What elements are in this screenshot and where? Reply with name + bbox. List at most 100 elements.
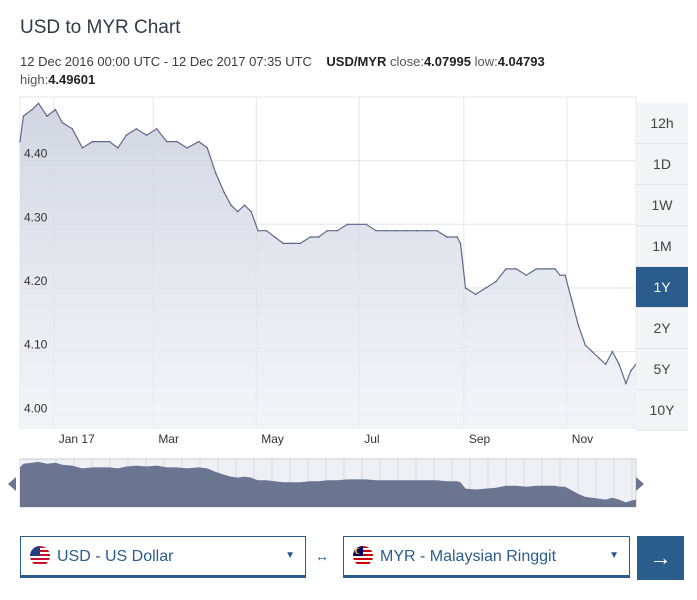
us-flag-icon (30, 546, 50, 566)
period-button-10y[interactable]: 10Y (636, 390, 688, 431)
data-point (375, 229, 377, 232)
period-button-1w[interactable]: 1W (636, 185, 688, 226)
date-range: 12 Dec 2016 00:00 UTC - 12 Dec 2017 07:3… (20, 54, 312, 69)
data-point (446, 236, 448, 238)
data-point (125, 134, 128, 136)
data-point (309, 236, 312, 238)
data-point (317, 236, 320, 238)
data-point (206, 147, 209, 149)
data-point (71, 128, 74, 130)
y-axis: 4.00 4.10 4.20 4.30 4.40 (24, 147, 48, 416)
data-point (584, 344, 587, 347)
y-tick-label: 4.10 (24, 338, 48, 352)
data-point (198, 140, 200, 143)
convert-go-button[interactable]: → (637, 536, 684, 580)
data-point (257, 229, 259, 232)
data-point (505, 268, 507, 270)
data-point (243, 204, 246, 207)
data-point (336, 229, 339, 232)
data-point (346, 223, 349, 226)
area-fill (20, 103, 636, 429)
to-currency-select[interactable]: MYR - Malaysian Ringgit ▼ (343, 536, 630, 578)
data-point (108, 140, 111, 143)
data-point (525, 274, 528, 277)
y-tick-label: 4.40 (24, 147, 48, 161)
high-value: 4.49601 (48, 72, 96, 87)
data-point (630, 369, 632, 372)
data-point (274, 236, 276, 238)
data-point (554, 268, 556, 270)
close-label: close: (389, 54, 424, 69)
data-point (385, 229, 388, 232)
data-point (365, 223, 367, 226)
caret-right-icon[interactable] (636, 477, 644, 491)
data-point (495, 280, 497, 283)
data-point (223, 191, 226, 194)
data-point (618, 363, 620, 366)
price-chart[interactable]: xe 4.004.104.204.304.40 Jan 17MarMayJulS… (0, 90, 640, 450)
swap-arrows-icon[interactable]: ↔ (315, 548, 329, 564)
data-point (571, 299, 573, 302)
data-point (464, 287, 467, 289)
data-point (22, 115, 25, 117)
data-point (214, 172, 217, 175)
range-navigator[interactable] (8, 457, 644, 511)
data-point (395, 229, 398, 232)
from-currency-select[interactable]: USD - US Dollar ▼ (20, 536, 306, 578)
data-point (46, 115, 48, 117)
period-selector: 12h 1D 1W 1M 1Y 2Y 5Y 10Y (636, 103, 688, 431)
x-tick-label: Sep (469, 432, 491, 446)
chart-info-line: 12 Dec 2016 00:00 UTC - 12 Dec 2017 07:3… (20, 53, 660, 89)
data-point (604, 363, 607, 366)
caret-left-icon[interactable] (8, 477, 16, 491)
data-point (535, 268, 538, 270)
x-tick-label: Mar (158, 432, 179, 446)
data-point (31, 108, 33, 111)
data-point (265, 229, 268, 232)
x-axis: Jan 17 Mar May Jul Sep Nov (59, 432, 593, 446)
x-tick-label: May (261, 432, 284, 446)
data-point (135, 128, 138, 130)
data-point (176, 140, 178, 143)
price-line (19, 102, 637, 386)
data-point (611, 350, 614, 353)
data-point (591, 350, 593, 353)
data-point (559, 274, 561, 277)
navigator-area (20, 461, 636, 507)
period-button-1m[interactable]: 1M (636, 226, 688, 267)
arrow-right-icon: → (649, 545, 672, 570)
data-point (230, 204, 232, 207)
data-point (19, 140, 21, 143)
period-button-1d[interactable]: 1D (636, 144, 688, 185)
data-point (598, 357, 600, 359)
y-tick-label: 4.00 (24, 401, 48, 415)
data-point (459, 242, 462, 245)
x-tick-label: Jan 17 (59, 432, 95, 446)
chevron-down-icon: ▼ (285, 550, 295, 561)
data-point (145, 134, 148, 136)
period-button-5y[interactable]: 5Y (636, 349, 688, 390)
data-point (186, 147, 188, 149)
data-point (515, 268, 517, 270)
data-point (37, 102, 40, 105)
data-point (101, 140, 104, 143)
chevron-down-icon: ▼ (609, 550, 619, 561)
data-point (484, 287, 487, 289)
data-point (61, 121, 63, 124)
from-currency-label: USD - US Dollar (57, 548, 174, 565)
period-button-1y[interactable]: 1Y (636, 267, 688, 308)
low-value: 4.04793 (497, 54, 545, 69)
x-tick-label: Nov (572, 432, 593, 446)
page-title: USD to MYR Chart (20, 17, 181, 38)
price-area (19, 102, 637, 429)
high-label: high: (20, 72, 49, 87)
data-point (577, 325, 580, 327)
data-point (54, 108, 57, 111)
period-button-12h[interactable]: 12h (636, 103, 688, 144)
data-point (117, 147, 119, 149)
data-point (91, 140, 94, 143)
to-currency-label: MYR - Malaysian Ringgit (380, 548, 557, 565)
data-point (564, 274, 566, 277)
period-button-2y[interactable]: 2Y (636, 308, 688, 349)
y-tick-label: 4.20 (24, 274, 48, 288)
